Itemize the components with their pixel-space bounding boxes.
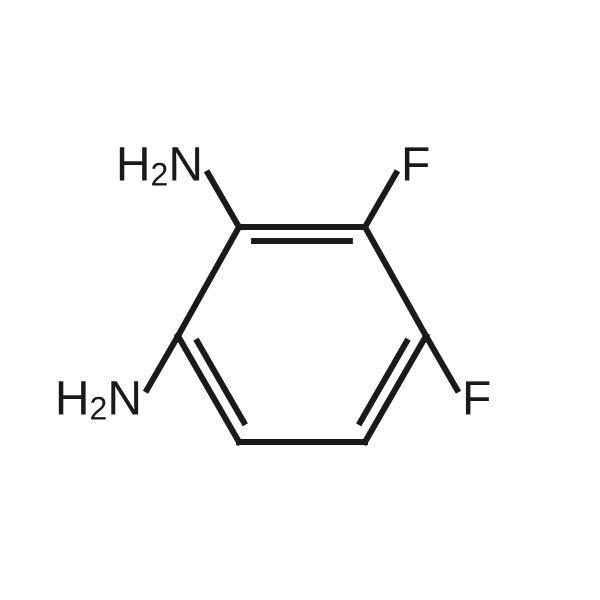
label-amine-top: H2​N: [116, 138, 203, 193]
molecule-canvas: H2​N H2​N F F: [0, 0, 600, 600]
label-fluoro-top: F: [401, 138, 430, 191]
bond-amine-bottom: [147, 336, 178, 390]
label-fluoro-bottom: F: [462, 372, 491, 425]
bond-fluoro-bottom: [426, 336, 457, 390]
bond-fluoro-top: [365, 173, 396, 227]
bond-amine-top: [208, 173, 239, 227]
label-amine-bottom: H2​N: [55, 372, 142, 427]
